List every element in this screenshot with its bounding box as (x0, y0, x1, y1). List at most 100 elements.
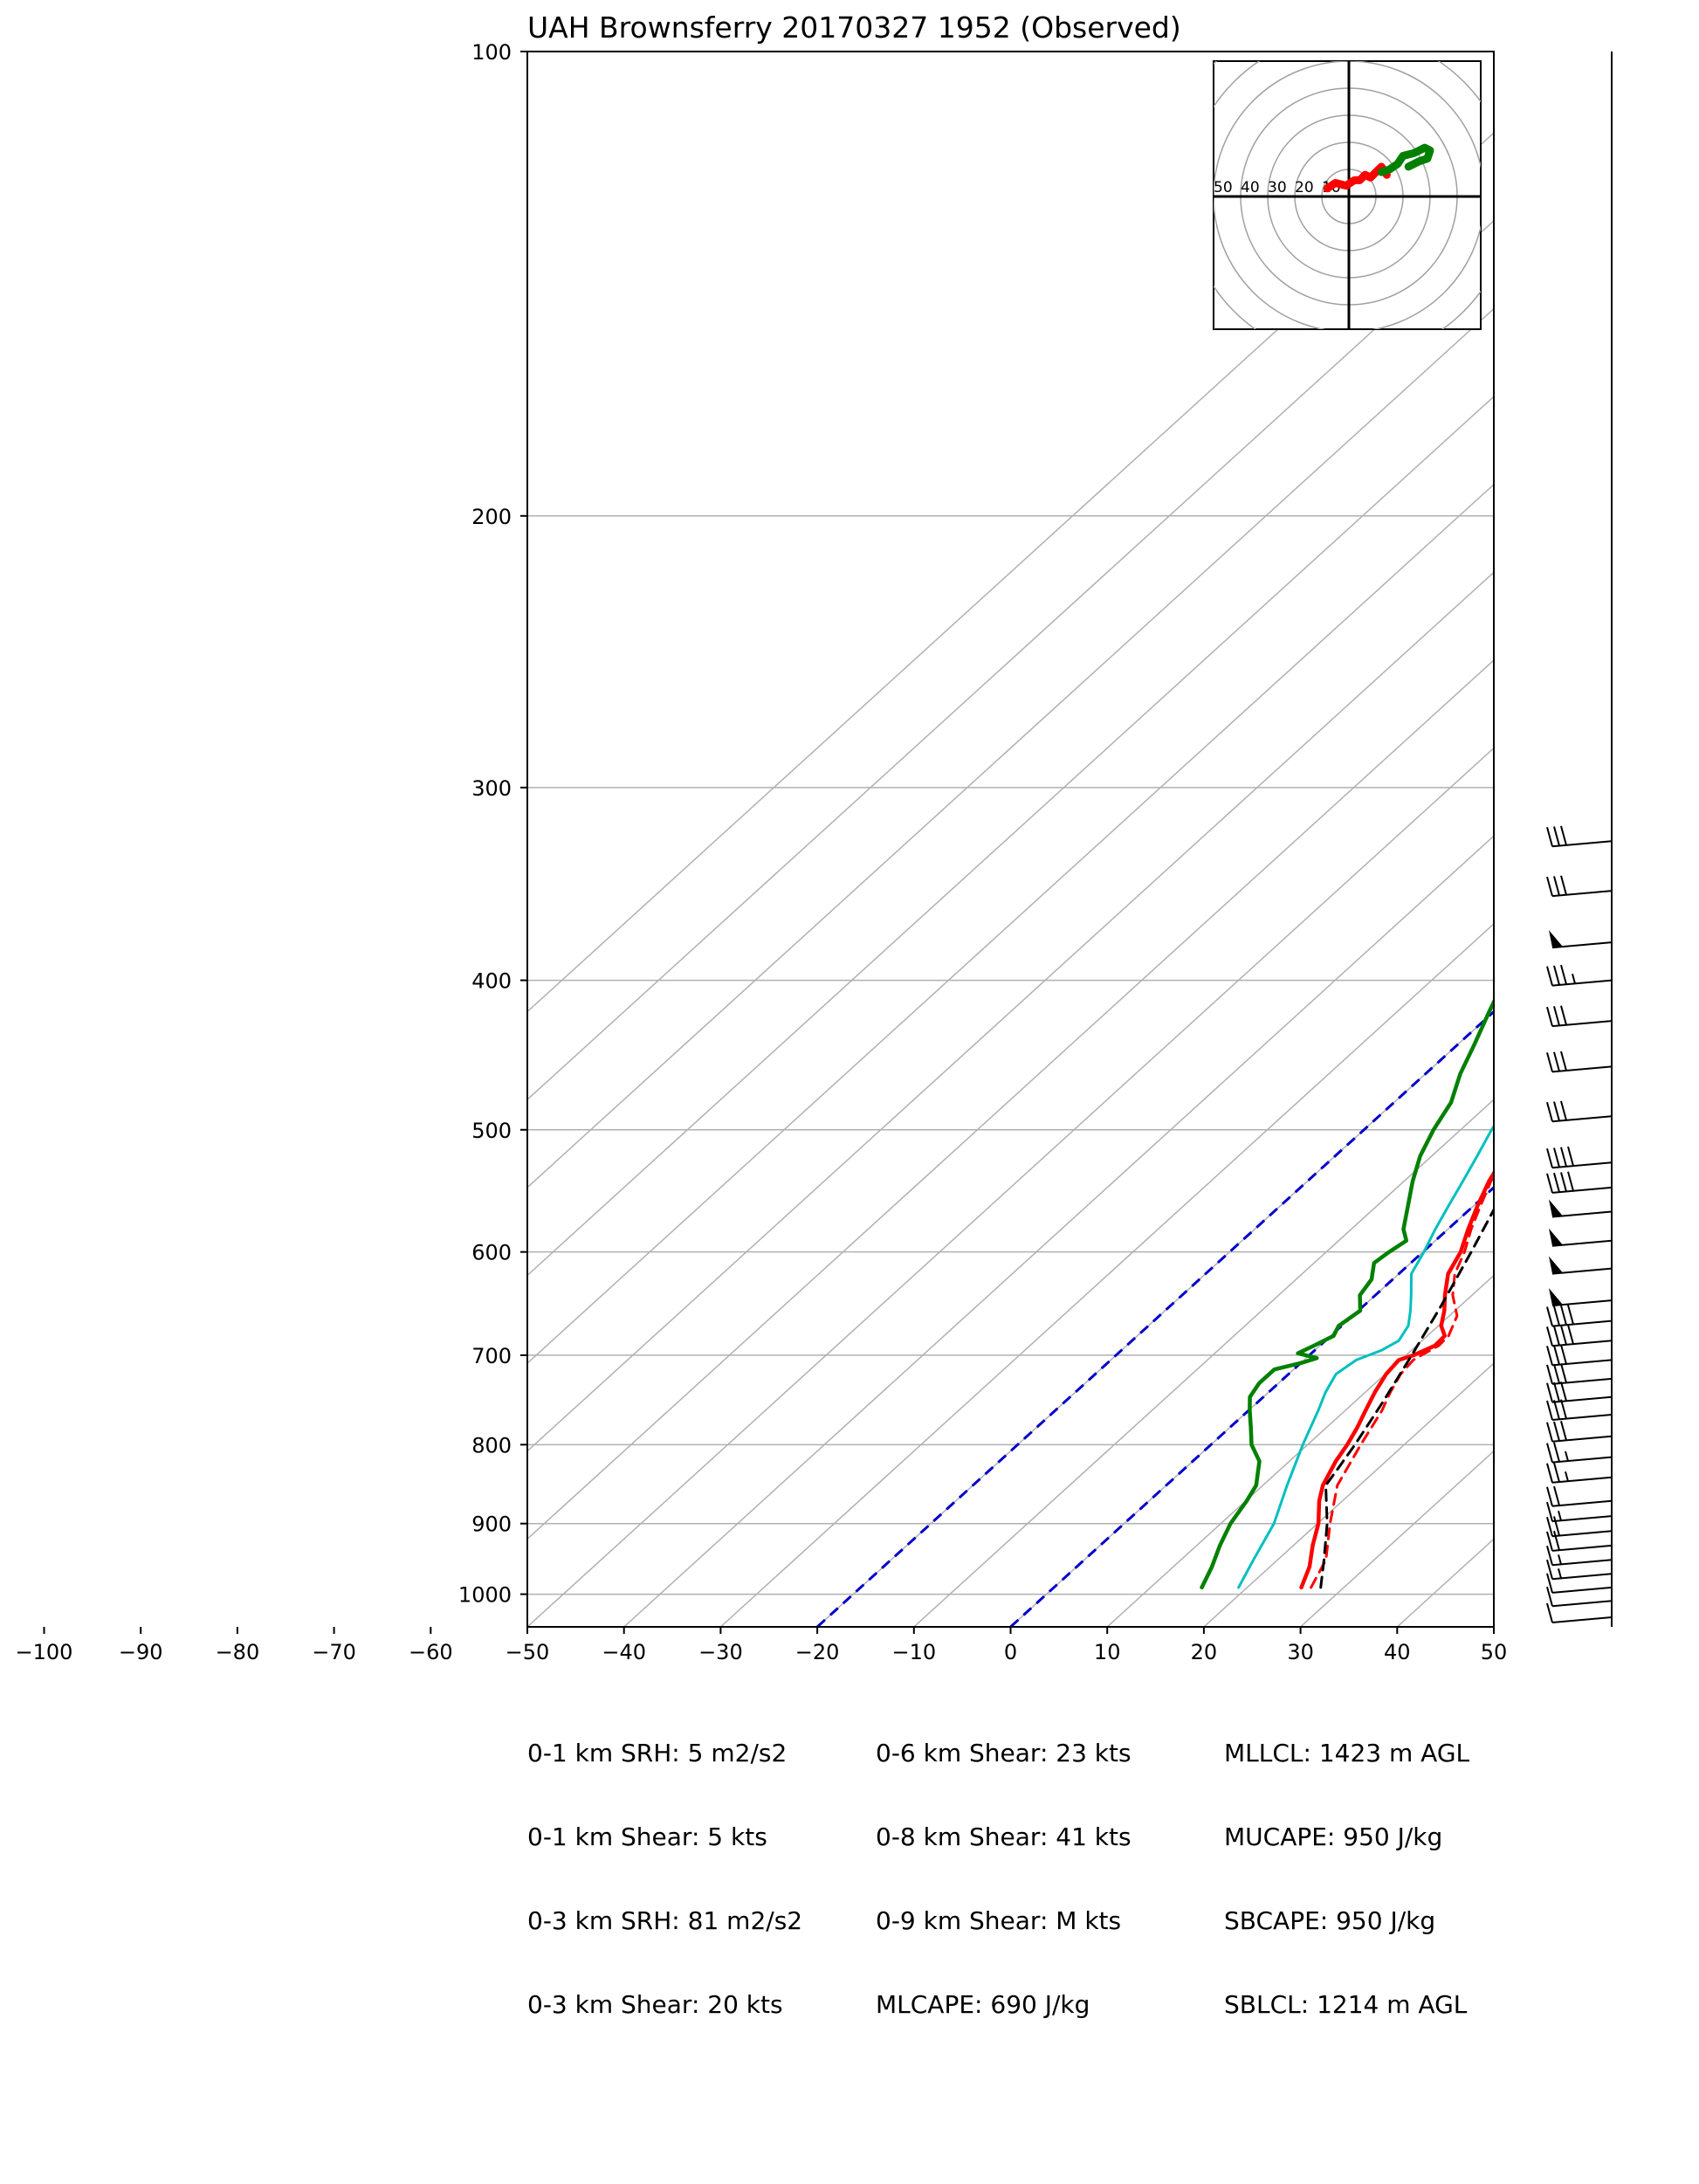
barb-flag (1546, 1400, 1553, 1421)
barb-flag (1546, 1006, 1553, 1027)
isotherm-line (623, 835, 1494, 1627)
barb-flag (1546, 1486, 1553, 1506)
y-tick-label: 200 (471, 505, 512, 529)
barb-staff (1551, 1359, 1613, 1367)
barb-staff (1551, 1530, 1613, 1538)
pressure-axis: 100 200 300 400 500 600 700 800 900 1000 (458, 40, 527, 1608)
barb-staff (1551, 1239, 1613, 1247)
wind-barb (1546, 1421, 1613, 1443)
series-line-3 (1200, 997, 1494, 1590)
mlcape: MLCAPE: 690 J/kg (876, 1990, 1090, 2019)
barb-flag (1553, 1462, 1560, 1483)
barb-flag (1553, 1363, 1560, 1384)
barb-flag (1560, 1325, 1567, 1346)
shear-0-1km: 0-1 km Shear: 5 kts (527, 1822, 767, 1851)
barb-flag (1546, 1559, 1553, 1580)
barb-staff (1551, 1586, 1613, 1594)
barb-flag (1553, 1400, 1560, 1420)
barb-flag (1546, 827, 1553, 847)
barb-flag (1546, 1306, 1553, 1326)
barb-half-flag (1558, 1568, 1562, 1579)
y-tick-label: 500 (471, 1119, 512, 1143)
barb-staff (1551, 1600, 1613, 1608)
y-tick-label: 100 (471, 40, 512, 65)
barb-flag (1560, 1421, 1567, 1441)
wind-barb (1546, 1462, 1613, 1484)
wind-barb (1546, 1344, 1613, 1367)
barb-flag (1560, 1363, 1567, 1383)
barb-flag (1553, 1101, 1560, 1121)
barb-flag (1546, 966, 1553, 986)
x-tick-label: 40 (1384, 1640, 1411, 1664)
isotherm-line (1493, 1625, 1494, 1627)
x-tick-label: −10 (891, 1640, 936, 1664)
barb-flag (1560, 964, 1567, 985)
hodograph-ring-label: 50 (1214, 179, 1233, 196)
barb-flag (1567, 1324, 1574, 1345)
barb-flag (1560, 1305, 1567, 1326)
barb-half-flag (1558, 1511, 1562, 1521)
wind-barb (1546, 1516, 1613, 1538)
y-tick-label: 800 (471, 1433, 512, 1457)
wind-barb (1546, 875, 1613, 898)
barb-flag (1567, 1171, 1574, 1192)
barb-staff (1551, 941, 1613, 949)
y-tick-label: 300 (471, 776, 512, 801)
y-tick-label: 700 (471, 1344, 512, 1368)
x-tick-label: −50 (506, 1640, 550, 1664)
barb-half-flag (1565, 1450, 1569, 1462)
barb-flag (1546, 1382, 1553, 1402)
barb-flag (1560, 1399, 1567, 1419)
x-tick-label: −20 (795, 1640, 840, 1664)
barb-pennant (1549, 1199, 1563, 1217)
barb-pennant (1549, 1288, 1563, 1306)
barb-flag (1553, 1147, 1560, 1168)
barb-flag (1546, 1346, 1553, 1366)
barb-pennant (1549, 1228, 1563, 1246)
barb-staff (1551, 1340, 1613, 1347)
isotherm-line (527, 483, 1494, 1365)
isotherm-line (527, 658, 1494, 1540)
shear-0-9km: 0-9 km Shear: M kts (876, 1906, 1122, 1935)
barb-staff (1551, 1414, 1613, 1422)
wind-barb (1549, 1256, 1613, 1275)
shear-0-3km: 0-3 km Shear: 20 kts (527, 1990, 783, 2019)
params-col1: 0-1 km SRH: 5 m2/s2 0-1 km Shear: 5 kts … (527, 1684, 802, 2047)
wind-barb (1549, 1228, 1613, 1247)
isotherm-line (913, 1099, 1494, 1627)
barb-flag (1546, 1586, 1553, 1607)
barb-pennant (1549, 1256, 1563, 1274)
sbcape: SBCAPE: 950 J/kg (1224, 1906, 1436, 1935)
barb-pennant (1549, 930, 1563, 948)
wind-barb (1546, 1005, 1613, 1028)
wind-barb (1546, 1485, 1613, 1507)
hodograph-ring-label: 30 (1268, 179, 1287, 196)
barb-flag (1560, 875, 1567, 895)
barb-half-flag (1565, 1471, 1569, 1482)
barb-staff (1551, 1616, 1613, 1623)
mucape: MUCAPE: 950 J/kg (1224, 1822, 1443, 1851)
barb-flag (1560, 1005, 1567, 1025)
barb-flag (1553, 876, 1560, 896)
wind-barb (1546, 1171, 1613, 1194)
hodograph-ring-label: 40 (1241, 179, 1260, 196)
barb-flag (1546, 1463, 1553, 1484)
isotherm-highlight-line (816, 1009, 1494, 1627)
mllcl: MLLCL: 1423 m AGL (1224, 1739, 1470, 1767)
y-tick-label: 600 (471, 1241, 512, 1265)
barb-flag (1553, 1442, 1560, 1463)
barb-staff (1551, 1456, 1613, 1464)
barb-flag (1567, 1146, 1574, 1167)
wind-barb (1546, 1100, 1613, 1123)
barb-flag (1553, 1172, 1560, 1193)
series-line-0 (1299, 1169, 1494, 1590)
barb-staff (1551, 1476, 1613, 1484)
barb-flag (1546, 1573, 1553, 1594)
x-tick-label: 0 (1004, 1640, 1017, 1664)
x-tick-label: −40 (602, 1640, 646, 1664)
y-tick-label: 400 (471, 969, 512, 994)
barb-staff (1551, 1267, 1613, 1275)
barb-flag (1560, 1344, 1567, 1365)
wind-barb (1546, 1545, 1613, 1567)
x-tick-label: −70 (312, 1640, 356, 1664)
